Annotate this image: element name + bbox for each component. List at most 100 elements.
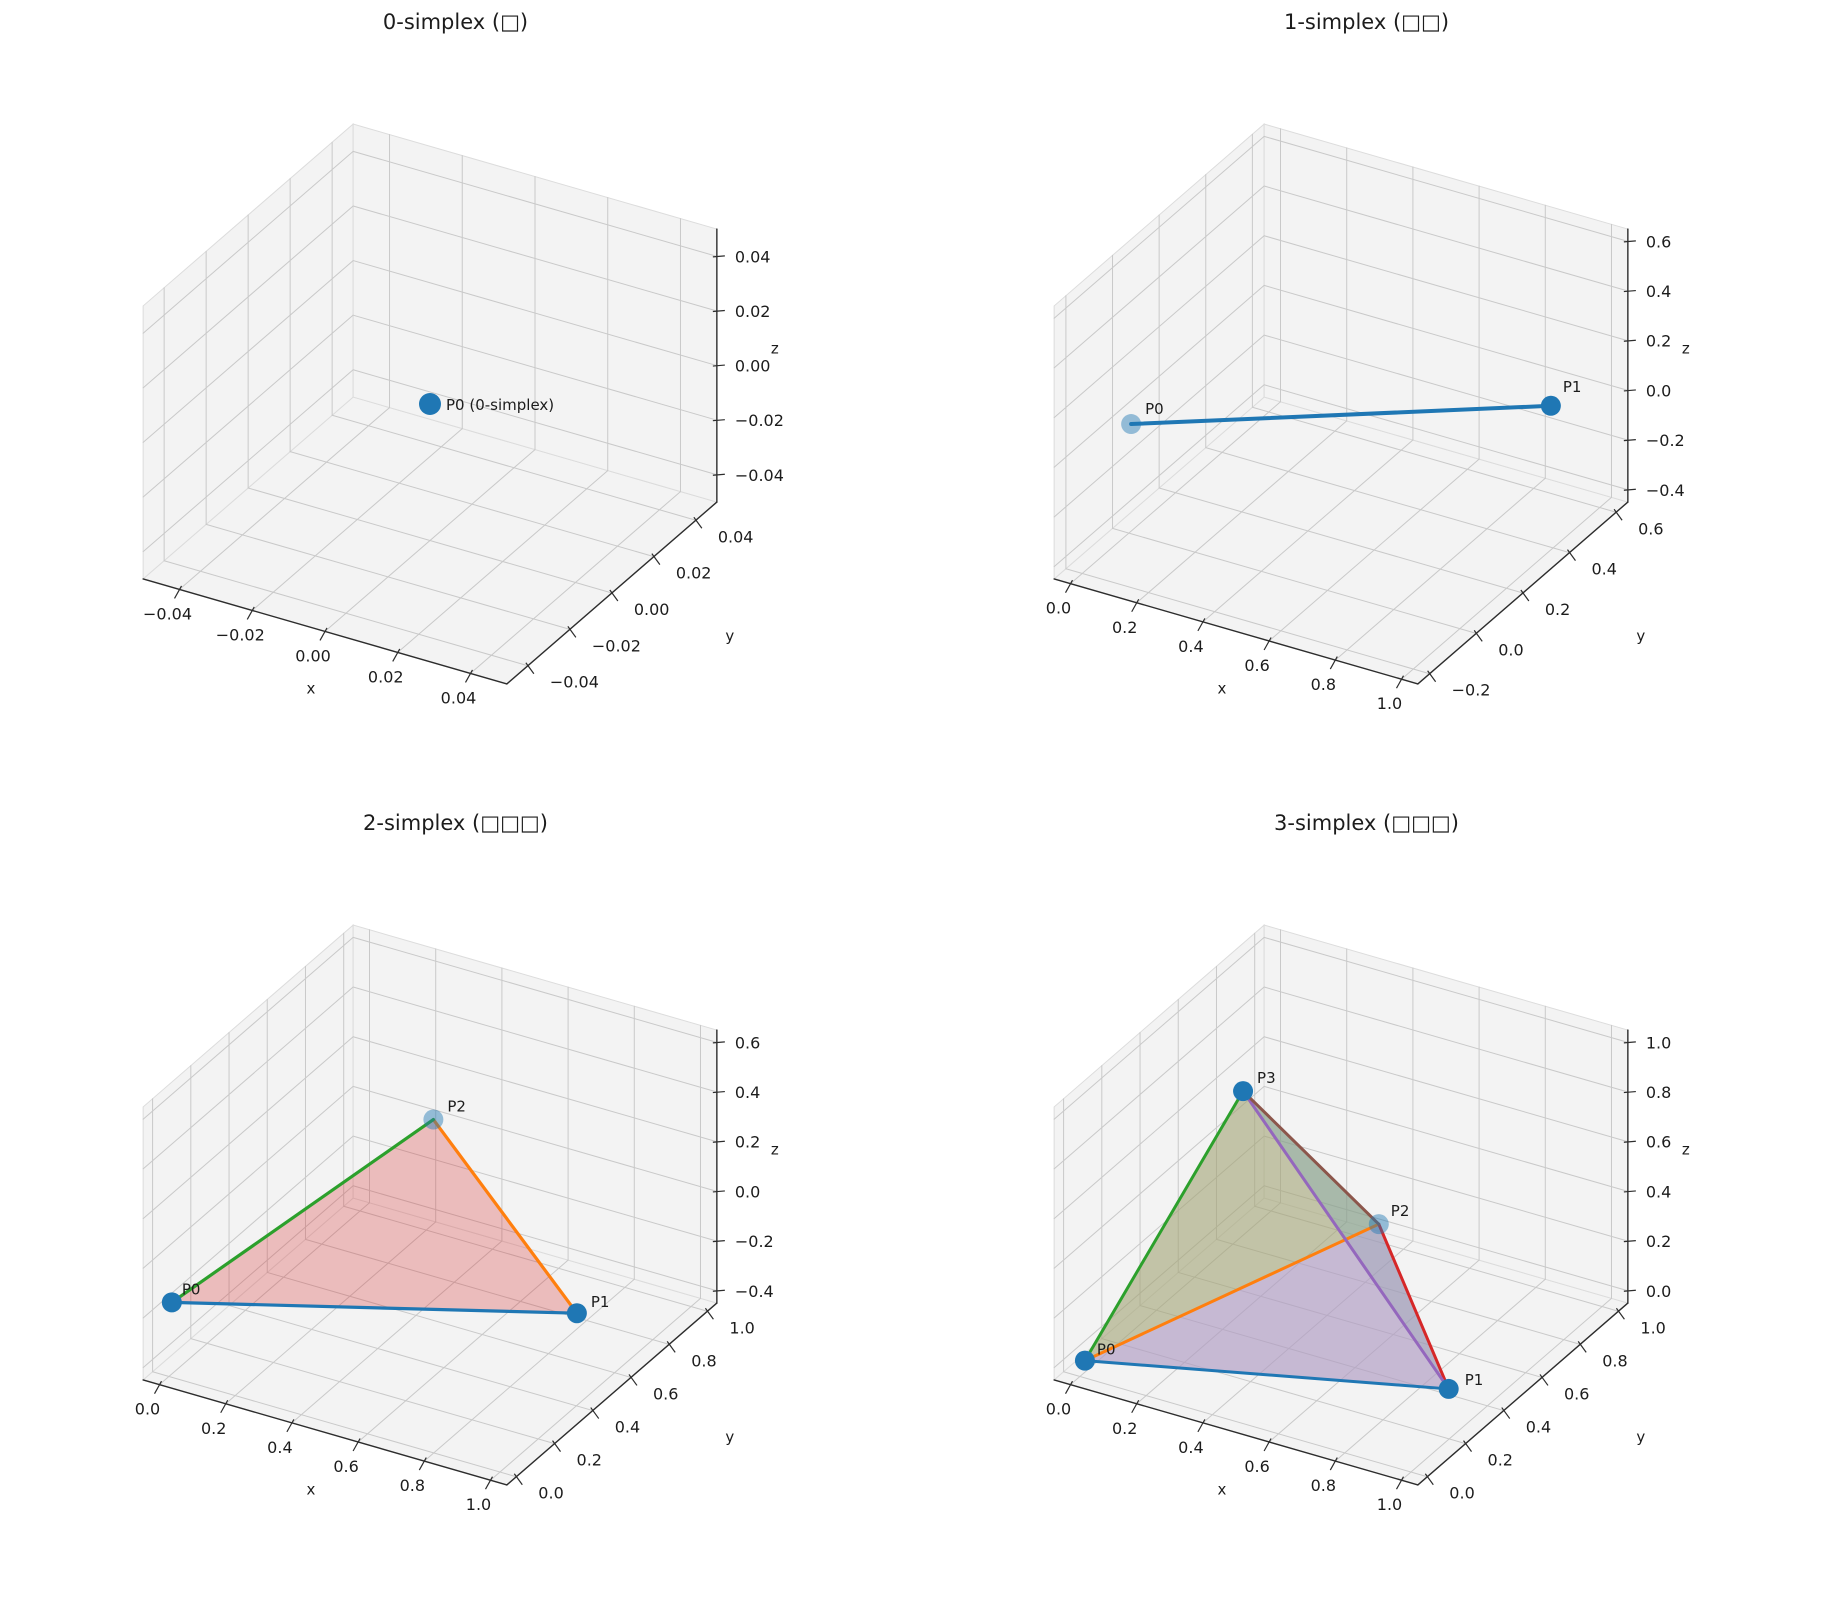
grid-line [1263,284,1629,391]
grid-line [1263,1036,1629,1143]
simplex-edge [1083,1222,1381,1363]
grid-line [142,205,354,389]
grid-line [1053,986,1265,1170]
axis-label-y: y [725,627,734,645]
vertex-point [566,1303,587,1324]
tick-mark [1395,1476,1405,1490]
tick-label: 0.0 [1646,381,1671,400]
simplex-face [171,1119,577,1314]
tick-mark [693,516,703,529]
tick-mark [1501,1407,1511,1419]
simplex-edge [170,1300,579,1315]
grid-line [228,1305,594,1412]
tick-mark [712,419,725,422]
tick-mark [712,473,725,476]
tick-mark [1623,389,1636,392]
vertex-point [1074,1350,1095,1371]
grid-line [352,260,718,367]
axis-label-y: y [1636,1428,1645,1446]
grid-line [352,986,718,1093]
vertex-label: P0 [1145,400,1164,418]
tick-label: 0.6 [1646,1133,1671,1152]
axis-label-z: z [771,340,779,358]
grid-line [1251,406,1617,513]
tick-mark [464,669,474,683]
tick-label: 0.2 [735,1133,760,1152]
plot-canvas-0: −0.04 −0.02 0.00 0.02 0.04 −0.04 −0.02 0.00 0.02… [142,122,784,707]
plot-title: 2-simplex (□□□) [363,811,548,835]
tick-label: 0.4 [1526,1418,1551,1437]
grid-line [1053,1036,1265,1220]
tick-label: 0.4 [1646,282,1671,301]
tick-label: 0.2 [1646,1232,1671,1251]
tick-mark [1623,289,1636,293]
grid-line [1263,1085,1629,1192]
tick-mark [1577,1340,1587,1353]
tick-mark [1463,1440,1473,1453]
grid-line [142,260,354,443]
grid-line [142,1185,354,1369]
tick-mark [1329,656,1338,670]
grid-line [1263,135,1629,242]
axis-label-y: y [1636,627,1645,645]
grid-line [159,1202,371,1386]
tick-label: 0.8 [400,1476,425,1495]
tick-mark [525,662,535,675]
grid-line [1053,235,1265,419]
tick-mark [567,626,577,638]
axis-spine-x [142,1379,508,1486]
tick-mark [1131,598,1140,613]
vertex-label: P2 [1391,1202,1410,1220]
tick-mark [319,627,328,641]
tick-mark [286,1419,295,1433]
tick-label: −0.2 [735,1232,774,1251]
tick-label: 0.0 [1449,1484,1474,1503]
tick-label: 1.0 [1377,1495,1402,1514]
tick-mark [1613,508,1623,521]
tick-mark [1623,339,1636,342]
plot-title: 1-simplex (□□) [1283,10,1450,34]
grid-line [142,1135,354,1319]
grid-line [142,986,354,1170]
axis-label-z: z [771,1141,779,1159]
grid-line [1053,1135,1265,1319]
tick-mark [1566,549,1576,561]
tick-mark [712,364,725,367]
grid-line [225,1221,437,1405]
vertex-point [1368,1214,1389,1235]
tick-mark [1064,579,1074,593]
tick-label: −0.04 [550,673,599,692]
grid-line [352,150,718,257]
tick-label: −0.04 [143,604,192,623]
tick-label: 0.4 [1178,637,1203,656]
tick-label: 0.4 [1591,560,1616,579]
tick-label: 0.00 [735,357,771,376]
tick-mark [1197,1419,1206,1433]
tick-mark [712,255,725,258]
vertex-point [423,1109,444,1130]
tick-label: 0.6 [735,1033,760,1052]
grid-line [1263,384,1629,491]
tick-mark [1473,630,1483,642]
vertex-point [161,1292,182,1313]
vertex-label: P2 [447,1098,466,1116]
tick-mark [1623,1289,1636,1292]
tick-mark [712,1140,725,1143]
tick-mark [1064,1380,1074,1394]
grid-line [1263,185,1629,292]
tick-mark [1329,1457,1338,1471]
tick-mark [153,1380,163,1394]
tick-mark [704,1307,714,1320]
tick-mark [628,1374,638,1386]
grid-line [289,451,655,558]
grid-line [266,1271,632,1378]
grid-line [163,560,529,667]
simplex-edge [1377,1222,1451,1391]
axis-label-x: x [307,1480,316,1498]
tick-label: 0.8 [1602,1351,1627,1370]
axis-spine-x [1053,578,1419,685]
grid-line [1205,447,1570,554]
tick-mark [712,1041,725,1044]
tick-mark [352,1438,361,1452]
